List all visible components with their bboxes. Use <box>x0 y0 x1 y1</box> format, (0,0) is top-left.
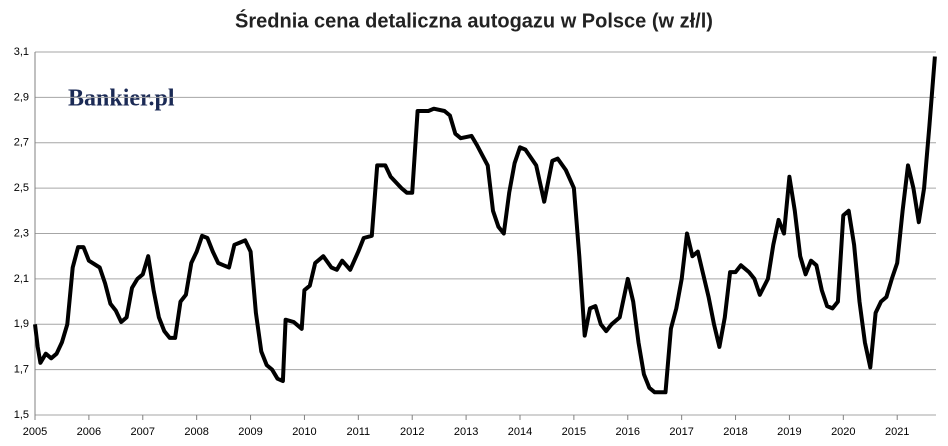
y-tick-label: 2,9 <box>14 91 29 103</box>
y-tick-label: 2,3 <box>14 227 29 239</box>
x-tick-label: 2019 <box>777 426 801 438</box>
x-tick-label: 2013 <box>454 426 478 438</box>
x-tick-label: 2009 <box>238 426 262 438</box>
logo: Bankier.pl <box>68 86 175 112</box>
x-tick-label: 2016 <box>616 426 640 438</box>
y-tick-label: 2,7 <box>14 137 29 149</box>
x-tick-label: 2005 <box>23 426 47 438</box>
y-tick-label: 1,5 <box>14 409 29 421</box>
x-tick-label: 2010 <box>292 426 316 438</box>
x-tick-label: 2014 <box>508 426 532 438</box>
x-tick-label: 2018 <box>723 426 747 438</box>
y-tick-label: 2,1 <box>14 273 29 285</box>
x-tick-label: 2021 <box>885 426 909 438</box>
x-tick-label: 2008 <box>184 426 208 438</box>
x-tick-label: 2006 <box>77 426 101 438</box>
x-tick-label: 2015 <box>562 426 586 438</box>
y-tick-label: 3,1 <box>14 46 29 58</box>
chart-title: Średnia cena detaliczna autogazu w Polsc… <box>235 8 713 32</box>
x-tick-label: 2012 <box>400 426 424 438</box>
y-tick-label: 1,9 <box>14 318 29 330</box>
x-tick-label: 2017 <box>669 426 693 438</box>
x-tick-label: 2007 <box>131 426 155 438</box>
x-tick-label: 2020 <box>831 426 855 438</box>
price-line <box>33 56 937 395</box>
y-tick-label: 2,5 <box>14 182 29 194</box>
x-tick-label: 2011 <box>346 426 370 438</box>
y-tick-label: 1,7 <box>14 364 29 376</box>
